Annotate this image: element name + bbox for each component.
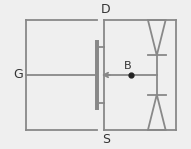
Text: G: G xyxy=(14,69,23,82)
Text: S: S xyxy=(102,133,110,146)
Text: B: B xyxy=(123,61,131,71)
Text: D: D xyxy=(101,3,111,16)
